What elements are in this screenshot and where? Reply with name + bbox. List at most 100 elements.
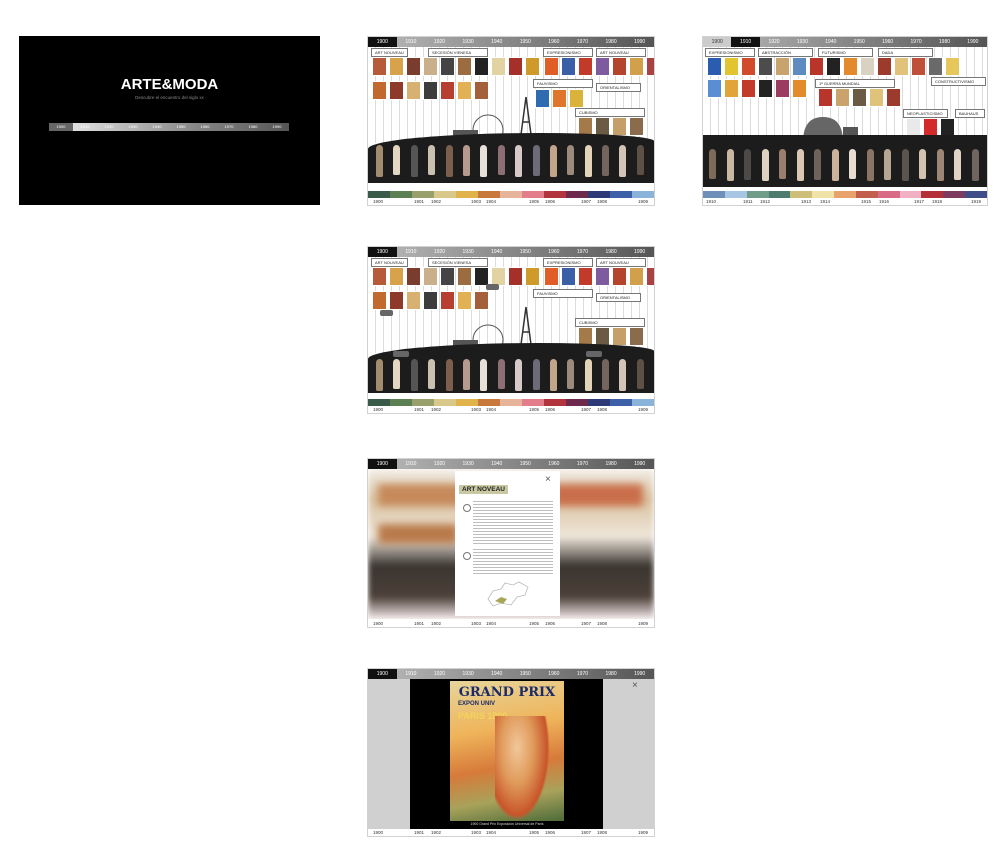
- tab-1990[interactable]: 1990: [634, 671, 646, 677]
- artwork-row-1[interactable]: [707, 57, 960, 76]
- close-icon[interactable]: ×: [632, 680, 638, 691]
- year-label[interactable]: 1912: [760, 199, 771, 204]
- year-label[interactable]: 1906: [545, 621, 556, 626]
- artwork-row-2[interactable]: [707, 79, 807, 98]
- year-label[interactable]: 1907: [581, 407, 592, 412]
- year-label[interactable]: 1911: [743, 199, 753, 204]
- tab-1900[interactable]: 1900: [368, 459, 397, 469]
- year-label[interactable]: 1902: [431, 830, 442, 835]
- year-label[interactable]: 1900: [373, 621, 384, 626]
- tab-1910[interactable]: 1910: [405, 671, 417, 677]
- year-label[interactable]: 1905: [529, 199, 540, 204]
- year-label[interactable]: 1908: [597, 830, 608, 835]
- label-orientalismo[interactable]: ORIENTALISMO: [596, 293, 641, 302]
- dress-figures[interactable]: [376, 145, 644, 177]
- tab-1980[interactable]: 1980: [605, 249, 617, 255]
- label-bauhaus[interactable]: BAUHAUS: [955, 109, 985, 118]
- label-futurismo[interactable]: FUTURISMO: [818, 48, 873, 57]
- decade-1970[interactable]: 1970: [224, 124, 234, 129]
- tab-1920[interactable]: 1920: [433, 39, 446, 45]
- tab-1990[interactable]: 1990: [967, 39, 979, 45]
- year-label[interactable]: 1908: [597, 621, 608, 626]
- label-cubismo[interactable]: CUBISMO: [575, 108, 645, 117]
- label-art-nouveau[interactable]: ART NOUVEAU: [371, 258, 408, 267]
- year-label[interactable]: 1907: [581, 830, 592, 835]
- tab-1910[interactable]: 1910: [405, 461, 417, 467]
- tab-1960[interactable]: 1960: [548, 461, 560, 467]
- tab-1930[interactable]: 1930: [796, 39, 808, 45]
- dress-figures[interactable]: [376, 359, 644, 391]
- year-label[interactable]: 1904: [486, 830, 497, 835]
- label-expresionismo[interactable]: EXPRESIONISMO: [543, 48, 593, 57]
- tab-1920[interactable]: 1920: [433, 671, 446, 677]
- year-label[interactable]: 1903: [471, 830, 482, 835]
- tab-1910[interactable]: 1910: [405, 39, 417, 45]
- year-label[interactable]: 1905: [529, 621, 540, 626]
- artwork-row-4[interactable]: [535, 89, 584, 108]
- tab-1900[interactable]: 1900: [368, 669, 397, 679]
- year-label[interactable]: 1905: [529, 407, 540, 412]
- tab-1940[interactable]: 1940: [491, 39, 503, 45]
- tab-1970[interactable]: 1970: [576, 461, 589, 467]
- tab-1970[interactable]: 1970: [576, 249, 589, 255]
- label-secesion[interactable]: SECESIÓN VIENESA: [428, 48, 488, 57]
- year-label[interactable]: 1906: [545, 199, 556, 204]
- year-label[interactable]: 1903: [471, 621, 482, 626]
- decade-1910[interactable]: 1910: [80, 124, 90, 129]
- tab-1900[interactable]: 1900: [703, 37, 732, 47]
- year-label[interactable]: 1900: [373, 199, 384, 204]
- year-label[interactable]: 1915: [861, 199, 872, 204]
- label-expresionismo[interactable]: EXPRESIONISMO: [705, 48, 755, 57]
- year-label[interactable]: 1902: [431, 199, 442, 204]
- year-label[interactable]: 1917: [914, 199, 925, 204]
- tab-1940[interactable]: 1940: [491, 461, 503, 467]
- decade-selector[interactable]: 1900 1910 1920 1930 1940 1950 1960 1970 …: [49, 123, 289, 131]
- year-label[interactable]: 1907: [581, 621, 592, 626]
- year-label[interactable]: 1901: [414, 830, 425, 835]
- year-label[interactable]: 1913: [801, 199, 812, 204]
- year-label[interactable]: 1918: [932, 199, 943, 204]
- tab-1950[interactable]: 1950: [519, 39, 531, 45]
- tab-1950[interactable]: 1950: [519, 249, 531, 255]
- year-label[interactable]: 1919: [971, 199, 982, 204]
- tab-1920[interactable]: 1920: [433, 461, 446, 467]
- label-abstraccion[interactable]: ABSTRACCIÓN: [758, 48, 813, 57]
- info-tag[interactable]: [393, 351, 409, 357]
- tab-1980[interactable]: 1980: [605, 461, 617, 467]
- dress-figures[interactable]: [709, 149, 979, 181]
- decade-1900[interactable]: 1900: [49, 123, 73, 131]
- label-constructivismo[interactable]: CONSTRUCTIVISMO: [931, 77, 986, 86]
- tab-1930[interactable]: 1930: [462, 249, 474, 255]
- info-tag[interactable]: [586, 351, 602, 357]
- tab-1900[interactable]: 1900: [368, 247, 397, 257]
- artwork-row-3[interactable]: [372, 291, 489, 310]
- artwork-row-3[interactable]: [818, 88, 901, 107]
- artwork-row-2[interactable]: [544, 57, 654, 76]
- tab-1970[interactable]: 1970: [576, 39, 589, 45]
- year-label[interactable]: 1900: [373, 407, 384, 412]
- year-label[interactable]: 1909: [638, 830, 649, 835]
- year-label[interactable]: 1904: [486, 199, 497, 204]
- decade-1990[interactable]: 1990: [272, 124, 282, 129]
- year-label[interactable]: 1902: [431, 407, 442, 412]
- label-dada[interactable]: DADA: [878, 48, 933, 57]
- tab-1970[interactable]: 1970: [576, 671, 589, 677]
- tab-1930[interactable]: 1930: [462, 461, 474, 467]
- tab-1950[interactable]: 1950: [853, 39, 865, 45]
- tab-1940[interactable]: 1940: [491, 249, 503, 255]
- tab-1960[interactable]: 1960: [548, 249, 560, 255]
- tab-1960[interactable]: 1960: [548, 671, 560, 677]
- year-label[interactable]: 1901: [414, 199, 425, 204]
- year-label[interactable]: 1909: [638, 407, 649, 412]
- year-label[interactable]: 1904: [486, 407, 497, 412]
- tab-1990[interactable]: 1990: [634, 249, 646, 255]
- label-neoplasticismo[interactable]: NEOPLASTICISMO: [903, 109, 948, 118]
- label-art-nouveau[interactable]: ART NOUVEAU: [371, 48, 408, 57]
- year-label[interactable]: 1908: [597, 407, 608, 412]
- tab-1980[interactable]: 1980: [605, 671, 617, 677]
- tab-1940[interactable]: 1940: [825, 39, 837, 45]
- tab-1950[interactable]: 1950: [519, 461, 531, 467]
- tab-1950[interactable]: 1950: [519, 671, 531, 677]
- artwork-row-5[interactable]: [578, 117, 644, 136]
- label-art-nouveau-2[interactable]: ART NOUVEAU: [596, 258, 646, 267]
